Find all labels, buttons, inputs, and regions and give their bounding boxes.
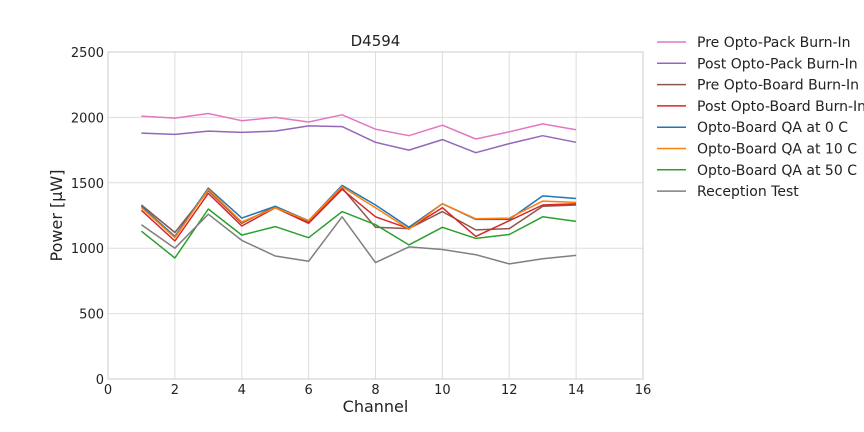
legend-item: Pre Opto-Board Burn-In: [657, 78, 859, 94]
legend-label: Opto-Board QA at 50 C: [697, 163, 857, 179]
y-tick-label: 1000: [71, 242, 104, 257]
legend-label: Post Opto-Board Burn-In: [697, 99, 864, 115]
legend-label: Reception Test: [697, 184, 799, 200]
chart-title: D4594: [351, 32, 401, 50]
y-tick-label: 2000: [71, 111, 104, 126]
x-tick-label: 4: [238, 383, 246, 398]
legend-item: Post Opto-Pack Burn-In: [657, 56, 858, 72]
legend-item: Post Opto-Board Burn-In: [657, 99, 864, 115]
legend-label: Pre Opto-Board Burn-In: [697, 78, 859, 94]
y-axis-label: Power [μW]: [47, 170, 66, 262]
series-line-1: [141, 112, 577, 140]
plot-frame: [107, 51, 644, 380]
legend-item: Opto-Board QA at 0 C: [657, 120, 848, 136]
x-tick-label: 12: [501, 383, 518, 398]
series-line-2: [141, 125, 577, 154]
series-line-4: [140, 188, 577, 242]
legend: Pre Opto-Pack Burn-In Post Opto-Pack Burn…: [657, 35, 864, 200]
y-tick-label: 0: [96, 373, 104, 388]
series-line-6: [140, 185, 577, 239]
legend-label: Opto-Board QA at 10 C: [697, 142, 857, 158]
y-tick-labels: 0 500 1000 1500 2000 2500: [71, 46, 104, 388]
y-tick-label: 2500: [71, 46, 104, 61]
x-tick-label: 10: [434, 383, 451, 398]
x-tick-label: 8: [371, 383, 379, 398]
legend-item: Opto-Board QA at 10 C: [657, 142, 857, 158]
x-tick-label: 6: [304, 383, 312, 398]
x-tick-label: 2: [171, 383, 179, 398]
x-axis-label: Channel: [343, 397, 409, 416]
series-line-7: [140, 208, 577, 259]
legend-label: Opto-Board QA at 0 C: [697, 120, 848, 136]
y-tick-label: 1500: [71, 177, 104, 192]
x-tick-label: 14: [568, 383, 585, 398]
legend-item: Pre Opto-Pack Burn-In: [657, 35, 851, 51]
y-tick-label: 500: [79, 308, 104, 323]
series-layer: [140, 112, 577, 265]
legend-label: Post Opto-Pack Burn-In: [697, 56, 858, 72]
x-tick-labels: 0 2 4 6 8 10 12 14 16: [104, 383, 651, 398]
legend-label: Pre Opto-Pack Burn-In: [697, 35, 851, 51]
x-tick-label: 0: [104, 383, 112, 398]
legend-item: Opto-Board QA at 50 C: [657, 163, 857, 179]
x-tick-label: 16: [635, 383, 652, 398]
series-line-3: [140, 187, 577, 234]
series-line-8: [140, 213, 577, 265]
series-line-5: [140, 184, 577, 238]
legend-item: Reception Test: [657, 184, 799, 200]
